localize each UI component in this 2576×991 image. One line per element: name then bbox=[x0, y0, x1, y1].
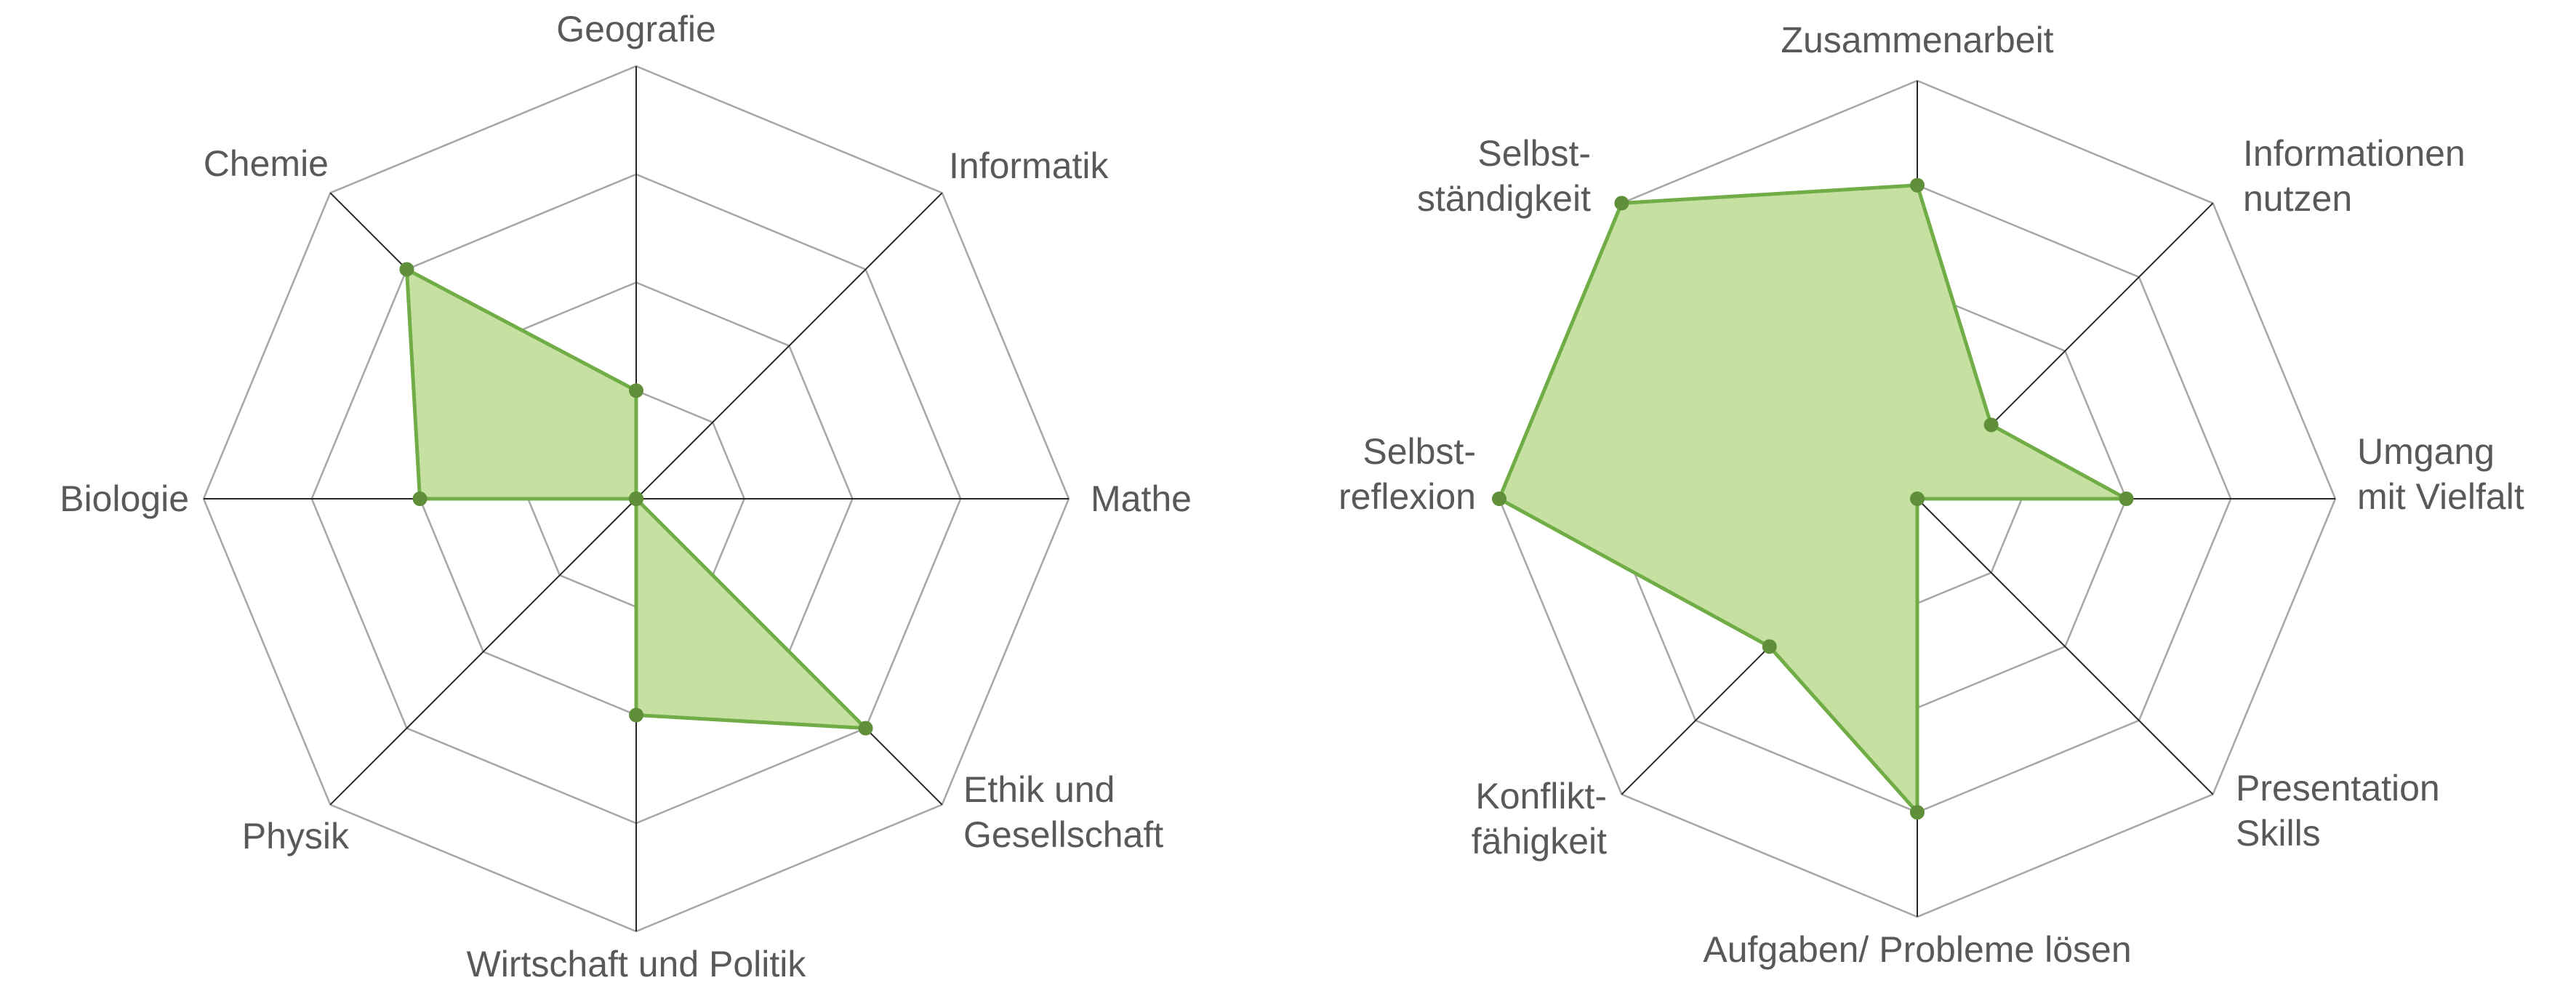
axis-label-wirtschaft-und-politik: Wirtschaft und Politik bbox=[467, 944, 807, 984]
axis-label-line: Gesellschaft bbox=[963, 814, 1163, 855]
data-point-selbst-ständigkeit bbox=[1614, 196, 1629, 211]
axis-label-line: Skills bbox=[2236, 813, 2321, 854]
axis-label-line: Umgang bbox=[2357, 431, 2495, 472]
axis-label-line: Wirtschaft und Politik bbox=[467, 944, 807, 984]
data-point-konflikt-fähigkeit bbox=[1762, 639, 1777, 654]
axis-label-line: nutzen bbox=[2243, 178, 2352, 219]
axis-label-presentation-skills: Presentation Skills bbox=[2236, 768, 2440, 854]
radar-chart-skills: Zusammenarbeit Informationen nutzen Umgang m… bbox=[1339, 20, 2524, 970]
data-point-biologie bbox=[412, 492, 428, 506]
axis-label-line: Konflikt- bbox=[1475, 776, 1607, 817]
data-point-physik bbox=[629, 492, 643, 506]
axis-spoke-presentation-skills bbox=[1917, 498, 2214, 795]
data-point-wirtschaft-und-politik bbox=[629, 707, 643, 723]
axis-label-line: Geografie bbox=[556, 9, 716, 49]
axis-label-biologie: Biologie bbox=[60, 478, 189, 519]
axis-label-zusammenarbeit: Zusammenarbeit bbox=[1781, 20, 2053, 60]
axis-label-konflikt-fähigkeit: Konflikt-fähigkeit bbox=[1472, 776, 1607, 862]
data-point-presentation-skills bbox=[1910, 492, 1925, 506]
axis-label-informatik: Informatik bbox=[949, 145, 1110, 186]
axis-label-line: Biologie bbox=[60, 478, 189, 519]
axis-spoke-physik bbox=[329, 498, 637, 806]
axis-label-selbst-reflexion: Selbst-reflexion bbox=[1339, 431, 1476, 517]
axis-label-line: Physik bbox=[242, 816, 350, 856]
series-area bbox=[1497, 183, 2128, 814]
axis-label-line: Informationen bbox=[2243, 133, 2465, 174]
axis-label-informationen-nutzen: Informationen nutzen bbox=[2243, 133, 2465, 219]
axis-label-line: Chemie bbox=[204, 143, 329, 184]
data-point-selbst-reflexion bbox=[1492, 492, 1506, 506]
axis-label-ethik-und-gesellschaft: Ethik und Gesellschaft bbox=[963, 769, 1163, 855]
data-point-ethik-und-gesellschaft bbox=[858, 721, 873, 736]
axis-label-mathe: Mathe bbox=[1091, 478, 1192, 519]
data-point-aufgaben-probleme-lösen bbox=[1910, 805, 1925, 820]
data-point-zusammenarbeit bbox=[1910, 177, 1925, 193]
data-point-chemie bbox=[399, 262, 414, 277]
axis-label-line: Aufgaben/ Probleme lösen bbox=[1703, 929, 2131, 970]
axis-label-line: Mathe bbox=[1091, 478, 1192, 519]
radar-chart-subjects: Geografie Informatik Mathe Ethik und Gesells… bbox=[60, 9, 1192, 984]
axis-label-line: mit Vielfalt bbox=[2357, 476, 2524, 517]
axis-label-chemie: Chemie bbox=[204, 143, 329, 184]
axis-spoke-informatik bbox=[635, 192, 943, 499]
axis-label-umgang-mit-vielfalt: Umgang mit Vielfalt bbox=[2357, 431, 2524, 517]
data-point-informationen-nutzen bbox=[1983, 417, 1999, 433]
axis-label-physik: Physik bbox=[242, 816, 350, 856]
axis-label-selbst-ständigkeit: Selbst-ständigkeit bbox=[1417, 133, 1591, 219]
data-point-umgang-mit-vielfalt bbox=[2119, 492, 2134, 506]
axis-label-line: fähigkeit bbox=[1472, 821, 1607, 862]
axis-label-line: Ethik und bbox=[963, 769, 1115, 810]
axis-label-line: Informatik bbox=[949, 145, 1110, 186]
axis-label-line: Zusammenarbeit bbox=[1781, 20, 2053, 60]
axis-label-line: ständigkeit bbox=[1417, 178, 1591, 219]
data-point-geografie bbox=[629, 383, 643, 398]
axis-label-line: reflexion bbox=[1339, 476, 1476, 517]
axis-label-aufgaben-probleme-lösen: Aufgaben/ Probleme lösen bbox=[1703, 929, 2131, 970]
axis-label-line: Selbst- bbox=[1363, 431, 1476, 472]
axis-label-geografie: Geografie bbox=[556, 9, 716, 49]
axis-label-line: Selbst- bbox=[1477, 133, 1591, 174]
axis-label-line: Presentation bbox=[2236, 768, 2440, 809]
